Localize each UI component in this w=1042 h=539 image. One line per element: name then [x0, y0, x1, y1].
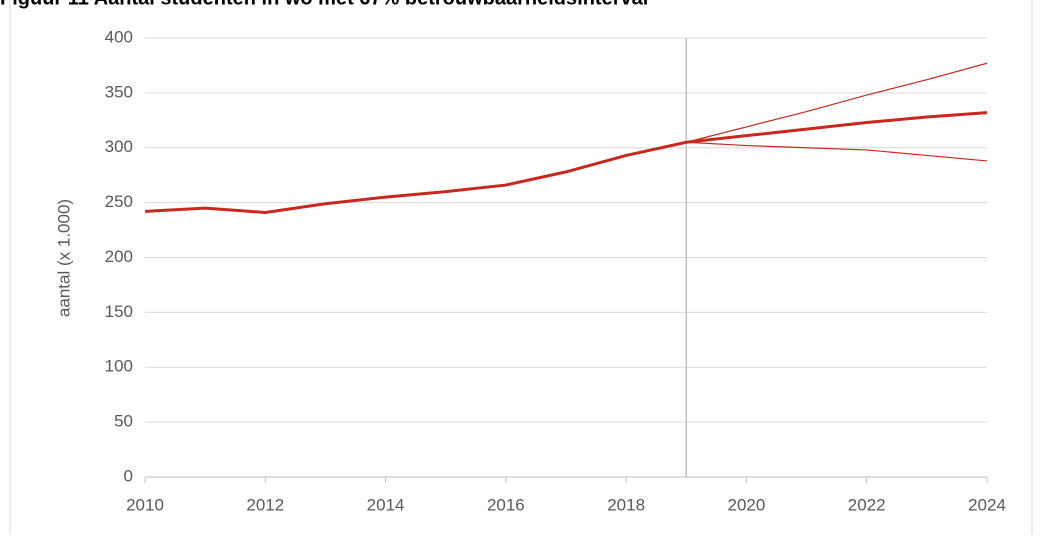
line-series: [144, 111, 988, 215]
line-series: [686, 62, 988, 143]
x-tick-label: 2022: [848, 495, 886, 514]
x-tick-label: 2014: [367, 495, 405, 514]
x-tick-label: 2018: [607, 495, 645, 514]
line-series: [686, 141, 988, 162]
x-tick-label: 2020: [728, 495, 766, 514]
chart-frame: [9, 0, 1033, 539]
y-axis-label: aantal (x 1.000): [54, 199, 73, 317]
y-tick-label: 100: [105, 357, 133, 376]
y-tick-label: 400: [105, 27, 133, 46]
y-tick-label: 350: [105, 82, 133, 101]
y-tick-label: 50: [114, 412, 133, 431]
y-tick-label: 200: [105, 247, 133, 266]
chart-title: Figuur 11 Aantal studenten in wo met 67%…: [0, 0, 648, 9]
y-tick-label: 250: [105, 192, 133, 211]
x-tick-label: 2016: [487, 495, 525, 514]
x-tick-label: 2010: [126, 495, 164, 514]
x-tick-label: 2012: [246, 495, 284, 514]
y-tick-label: 300: [105, 137, 133, 156]
y-tick-label: 150: [105, 302, 133, 321]
x-tick-label: 2024: [968, 495, 1006, 514]
y-tick-label: 0: [124, 466, 133, 485]
